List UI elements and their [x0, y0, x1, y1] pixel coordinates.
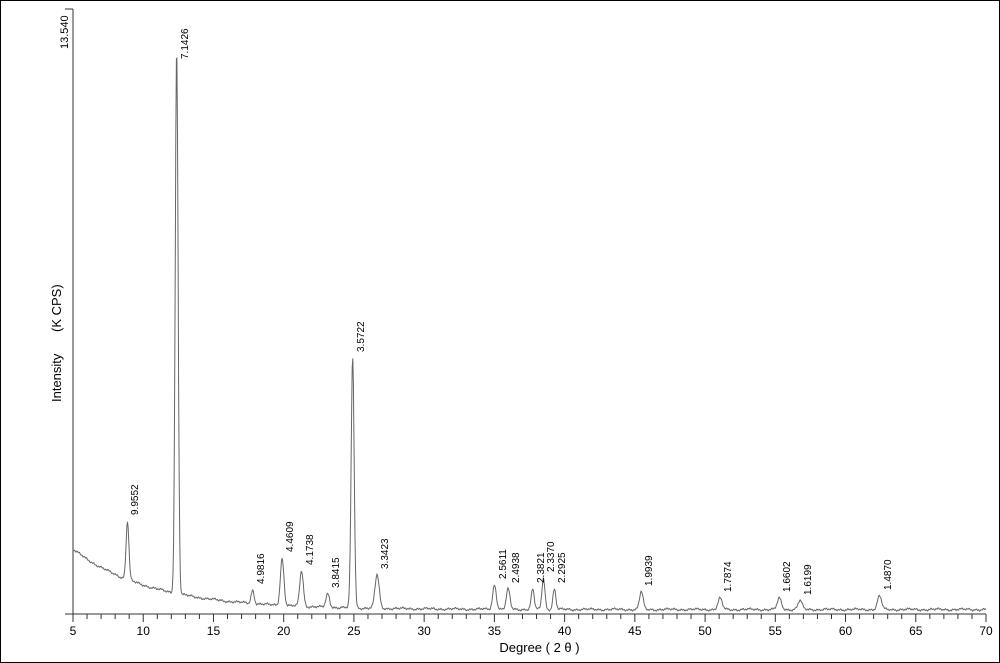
peak-d-label: 3.8415 [331, 557, 342, 588]
peak-d-label: 2.2925 [557, 553, 568, 584]
x-tick-label: 20 [269, 624, 299, 638]
xrd-chart: { "chart": { "type": "xrd-line-spectrum"… [0, 0, 1000, 663]
spectrum-trace [73, 58, 986, 611]
x-tick-label: 40 [550, 624, 580, 638]
peak-d-label: 9.9552 [130, 485, 141, 516]
y-max-label: 13.540 [59, 15, 71, 49]
x-tick-label: 45 [620, 624, 650, 638]
peak-d-label: 1.6602 [782, 562, 793, 593]
peak-d-label: 1.9939 [644, 555, 655, 586]
peak-d-label: 1.4870 [883, 560, 894, 591]
x-tick-label: 65 [901, 624, 931, 638]
peak-d-label: 1.7874 [723, 562, 734, 593]
y-axis-units-label: (K CPS) [49, 284, 64, 332]
x-tick-label: 5 [58, 624, 88, 638]
peak-d-label: 4.1738 [305, 534, 316, 565]
x-tick-label: 15 [198, 624, 228, 638]
x-tick-label: 25 [339, 624, 369, 638]
peak-d-label: 2.5611 [498, 549, 509, 579]
x-tick-label: 60 [831, 624, 861, 638]
y-axis-label: Intensity [49, 353, 64, 401]
x-tick-label: 30 [409, 624, 439, 638]
x-tick-label: 70 [971, 624, 1000, 638]
x-tick-label: 35 [479, 624, 509, 638]
peak-d-label: 4.4609 [285, 522, 296, 553]
peak-d-label: 2.4938 [511, 553, 522, 584]
peak-d-label: 7.1426 [180, 28, 191, 59]
peak-d-label: 1.6199 [803, 564, 814, 595]
peak-d-label: 3.5722 [356, 321, 367, 352]
x-axis-label: Degree ( 2 θ ) [470, 640, 610, 655]
x-tick-label: 50 [690, 624, 720, 638]
x-tick-label: 10 [128, 624, 158, 638]
x-tick-label: 55 [760, 624, 790, 638]
peak-d-label: 2.3370 [546, 542, 557, 573]
peak-d-label: 4.9816 [256, 553, 267, 584]
peak-d-label: 3.3423 [380, 538, 391, 569]
